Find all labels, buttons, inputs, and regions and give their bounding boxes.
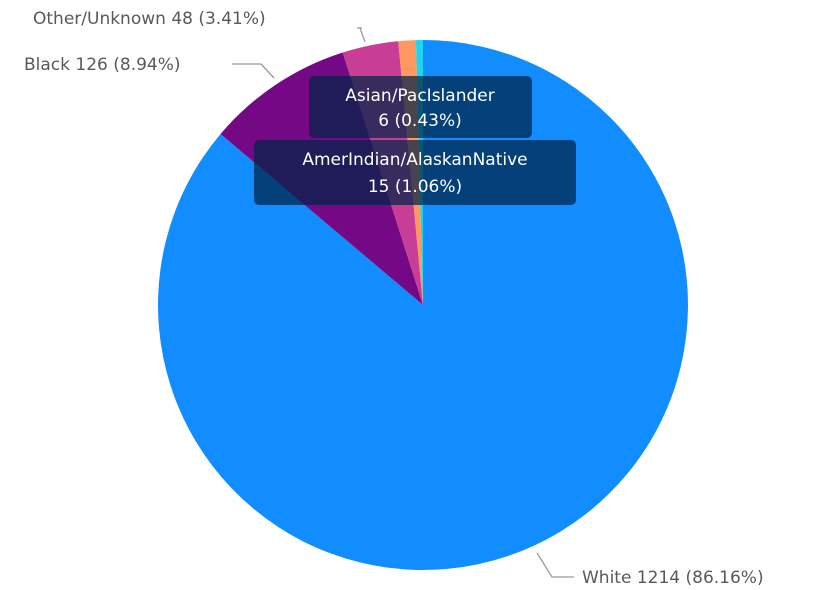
leader-line-other bbox=[357, 27, 366, 43]
tooltip-asian-value: 6 (0.43%) bbox=[378, 111, 462, 131]
tooltip-box-amerindian bbox=[254, 140, 576, 205]
tooltip-asian-name: Asian/PacIslander bbox=[345, 86, 494, 106]
leader-line-black bbox=[232, 63, 275, 79]
tooltip-asian-pacislander: Asian/PacIslander 6 (0.43%) bbox=[309, 76, 532, 138]
tooltip-box-asian bbox=[309, 76, 532, 138]
label-black: Black 126 (8.94%) bbox=[24, 55, 181, 75]
tooltip-amerindian-name: AmerIndian/AlaskanNative bbox=[302, 150, 527, 170]
tooltip-amerindian-value: 15 (1.06%) bbox=[368, 177, 462, 197]
tooltip-amerindian-alaskannative: AmerIndian/AlaskanNative 15 (1.06%) bbox=[254, 140, 576, 205]
label-other-unknown: Other/Unknown 48 (3.41%) bbox=[33, 9, 266, 29]
leader-line-white bbox=[536, 552, 574, 578]
label-white: White 1214 (86.16%) bbox=[582, 568, 764, 588]
